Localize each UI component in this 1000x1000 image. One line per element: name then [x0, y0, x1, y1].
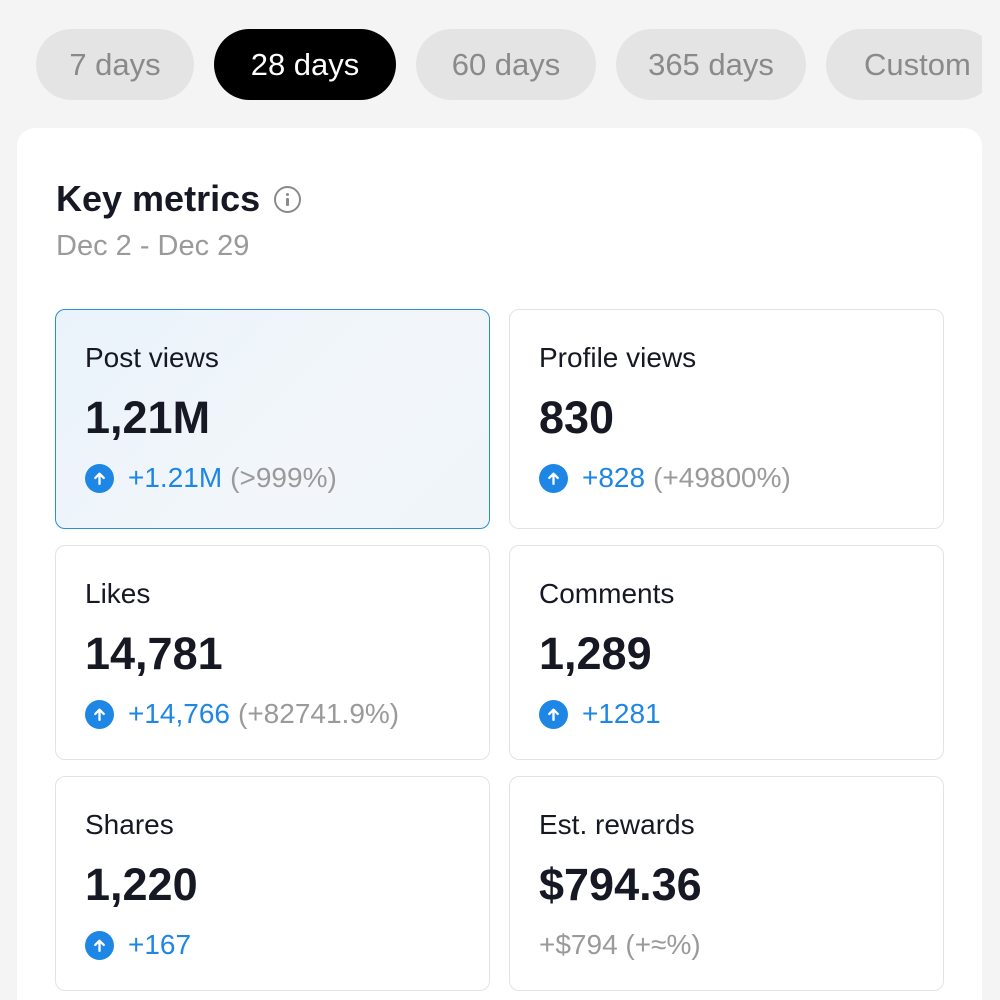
metric-tile-likes[interactable]: Likes 14,781 +14,766 (+82741.9%) [55, 545, 490, 760]
metric-tile-comments[interactable]: Comments 1,289 +1281 [509, 545, 944, 760]
tab-365-days[interactable]: 365 days [616, 29, 806, 100]
metric-label: Comments [539, 578, 675, 609]
metric-tile-post-views[interactable]: Post views 1,21M +1.21M (>999%) [55, 309, 490, 529]
metric-label: Likes [85, 578, 151, 609]
metric-label: Shares [85, 809, 174, 840]
metric-tile-profile-views[interactable]: Profile views 830 +828 (+49800%) [509, 309, 944, 529]
metric-delta: +1281 [582, 698, 661, 729]
tab-60-days[interactable]: 60 days [416, 29, 596, 100]
key-metrics-card: Key metrics Dec 2 - Dec 29 Post views 1,… [17, 128, 982, 1000]
metric-change: +14,766 (+82741.9%) [85, 698, 399, 730]
metric-change: +1281 [539, 698, 661, 730]
arrow-up-icon [85, 699, 114, 729]
tab-7-days[interactable]: 7 days [36, 29, 194, 100]
metric-delta: +167 [128, 929, 192, 960]
metric-label: Post views [85, 342, 219, 373]
metric-tile-shares[interactable]: Shares 1,220 +167 [55, 776, 490, 991]
metric-value: 1,21M [85, 392, 211, 443]
metric-delta: +14,766 [128, 698, 230, 729]
metric-value: $794.36 [539, 859, 702, 910]
arrow-up-icon [85, 463, 114, 493]
metric-percent: (>999%) [230, 462, 337, 493]
metric-value: 1,289 [539, 628, 652, 679]
metric-change: +828 (+49800%) [539, 462, 791, 494]
tab-28-days[interactable]: 28 days [214, 29, 396, 100]
arrow-up-icon [539, 463, 568, 493]
metric-delta: +828 [582, 462, 646, 493]
metric-delta: +1.21M [128, 462, 223, 493]
metric-percent: (+82741.9%) [238, 698, 400, 729]
metric-delta: +$794 (+≈%) [539, 929, 701, 960]
metric-value: 14,781 [85, 628, 223, 679]
info-icon[interactable] [274, 185, 302, 213]
title-row: Key metrics [56, 178, 302, 220]
tab-custom[interactable]: Custom [826, 29, 982, 100]
metric-tile-est-rewards[interactable]: Est. rewards $794.36 +$794 (+≈%) [509, 776, 944, 991]
metric-percent: (+49800%) [653, 462, 791, 493]
metric-change: +1.21M (>999%) [85, 462, 337, 494]
metric-value: 1,220 [85, 859, 198, 910]
metric-label: Profile views [539, 342, 697, 373]
metric-change: +$794 (+≈%) [539, 929, 701, 961]
page-title: Key metrics [56, 178, 261, 219]
date-range: Dec 2 - Dec 29 [56, 230, 250, 262]
metric-label: Est. rewards [539, 809, 695, 840]
period-tabs: 7 days 28 days 60 days 365 days Custom [36, 29, 982, 100]
arrow-up-icon [539, 699, 568, 729]
metric-change: +167 [85, 929, 191, 961]
arrow-up-icon [85, 930, 114, 960]
metric-value: 830 [539, 392, 615, 443]
